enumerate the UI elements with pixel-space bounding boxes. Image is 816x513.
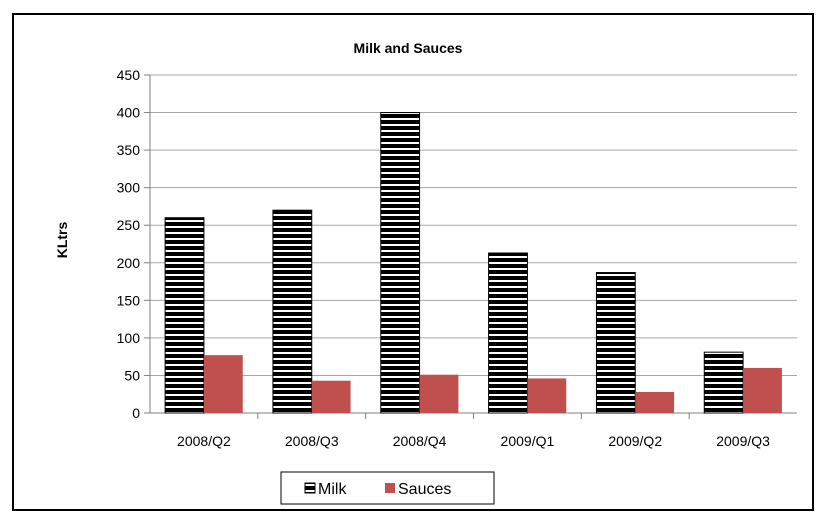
tick-labels: 0 50 100 150 200 250 300 350 400 450 2008/Q2 2008/Q…: [117, 67, 771, 449]
legend: Milk Sauces: [280, 471, 495, 505]
bars: [164, 112, 782, 414]
legend-swatch-milk: [304, 482, 316, 494]
x-tick-label: 2009/Q2: [608, 433, 662, 449]
legend-swatch-sauces: [385, 483, 395, 493]
y-tick-label: 450: [117, 67, 141, 83]
bar-milk-2008-q2: [164, 217, 205, 414]
legend-box: [280, 471, 495, 505]
y-axis-label: KLtrs: [54, 222, 70, 259]
y-tick-label: 300: [117, 180, 141, 196]
bar-sauces-2008-q2: [203, 355, 243, 413]
bar-sauces-2008-q4: [419, 374, 459, 413]
bar-sauces-2009-q2: [635, 391, 675, 413]
legend-label-sauces: Sauces: [398, 481, 451, 498]
y-tick-label: 0: [132, 405, 140, 421]
y-tick-label: 400: [117, 105, 141, 121]
y-tick-label: 350: [117, 142, 141, 158]
bar-milk-2008-q4: [380, 112, 421, 414]
legend-label-milk: Milk: [318, 481, 347, 498]
y-tick-label: 250: [117, 217, 141, 233]
y-tick-label: 50: [124, 367, 140, 383]
x-tick-label: 2009/Q1: [501, 433, 555, 449]
y-tick-label: 200: [117, 255, 141, 271]
y-tick-label: 100: [117, 330, 141, 346]
x-tick-label: 2008/Q2: [177, 433, 231, 449]
gridlines: [150, 74, 797, 376]
x-tick-label: 2008/Q4: [393, 433, 447, 449]
chart-title: Milk and Sauces: [354, 40, 463, 56]
bar-sauces-2009-q3: [743, 367, 782, 413]
bar-milk-2009-q1: [488, 252, 528, 414]
bar-milk-2008-q3: [272, 209, 313, 414]
axes: [144, 74, 797, 419]
bar-milk-2009-q2: [595, 272, 636, 414]
bar-milk-2009-q3: [703, 351, 744, 414]
y-tick-label: 150: [117, 292, 141, 308]
x-tick-label: 2009/Q3: [716, 433, 770, 449]
bar-sauces-2009-q1: [527, 378, 567, 413]
bar-sauces-2008-q3: [311, 380, 351, 413]
x-tick-label: 2008/Q3: [285, 433, 339, 449]
